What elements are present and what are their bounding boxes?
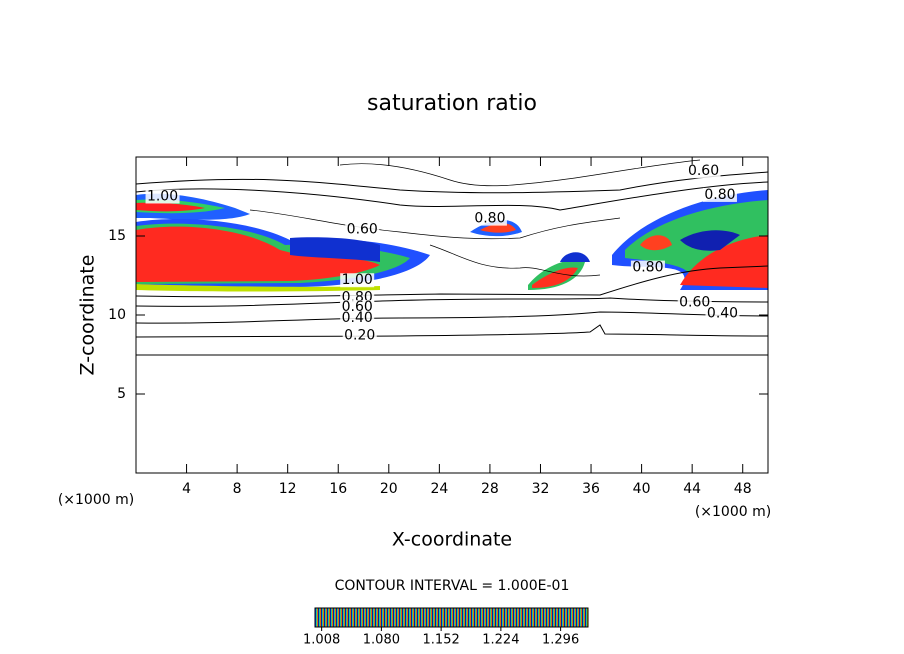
y-tick-label: 15	[108, 228, 126, 244]
x-tick-label: 4	[182, 481, 191, 497]
contour-label-bg	[345, 222, 380, 237]
contour-label-bg	[145, 189, 180, 204]
contour-label: 0.40	[342, 310, 373, 326]
contour-label: 0.80	[704, 187, 735, 203]
contour-label-bg	[705, 306, 740, 321]
plot-frame	[135, 156, 769, 474]
contour-label: 0.60	[688, 163, 719, 179]
contour-label-bg	[342, 328, 377, 343]
contour-label-bg	[630, 260, 665, 275]
x-axis-label: X-coordinate	[392, 529, 512, 551]
x-tick-label: 44	[683, 481, 701, 497]
contour-interval: CONTOUR INTERVAL = 1.000E-01	[335, 578, 570, 594]
contour-label-bg	[472, 211, 507, 226]
x-tick-label: 20	[380, 481, 398, 497]
contour-label-bg	[702, 187, 737, 202]
y-tick-label: 5	[117, 386, 126, 402]
x-unit-label: (×1000 m)	[695, 504, 771, 520]
contour-label: 0.40	[707, 305, 738, 321]
x-tick-label: 28	[481, 481, 499, 497]
x-unit-label: (×1000 m)	[58, 492, 134, 508]
colorbar-tick-label: 1.296	[542, 633, 579, 648]
contour-label: 0.60	[347, 222, 378, 238]
contour-label: 1.00	[147, 189, 178, 205]
contour-lines	[136, 159, 768, 356]
colorbar-tick-label: 1.224	[482, 633, 519, 648]
y-tick-label: 10	[108, 307, 126, 323]
colorbar-tick-label: 1.152	[423, 633, 460, 648]
contour-label: 0.80	[474, 211, 505, 227]
x-tick-label: 12	[279, 481, 297, 497]
contour-label: 0.80	[632, 260, 663, 276]
contour-label: 1.00	[342, 272, 373, 288]
x-tick-label: 8	[233, 481, 242, 497]
field	[136, 190, 768, 292]
x-tick-label: 24	[430, 481, 448, 497]
x-tick-label: 36	[582, 481, 600, 497]
contour-label-bg	[340, 300, 375, 315]
x-tick-label: 32	[532, 481, 550, 497]
y-axis-label: Z-coordinate	[77, 255, 99, 376]
x-tick-label: 16	[329, 481, 347, 497]
contour-label-bg	[686, 164, 721, 179]
contour-label: 0.20	[344, 328, 375, 344]
contour-label: 0.60	[679, 294, 710, 310]
colorbar-tick-label: 1.080	[363, 633, 400, 648]
colorbar-tick-label: 1.008	[303, 633, 340, 648]
x-tick-label: 40	[633, 481, 651, 497]
contour-label: 0.60	[342, 299, 373, 315]
x-tick-label: 48	[734, 481, 752, 497]
chart-title: saturation ratio	[367, 91, 537, 116]
contour-label-bg	[677, 295, 712, 310]
contour-label-bg	[340, 311, 375, 326]
contour-label-bg	[340, 273, 375, 288]
colorbar	[314, 607, 589, 628]
